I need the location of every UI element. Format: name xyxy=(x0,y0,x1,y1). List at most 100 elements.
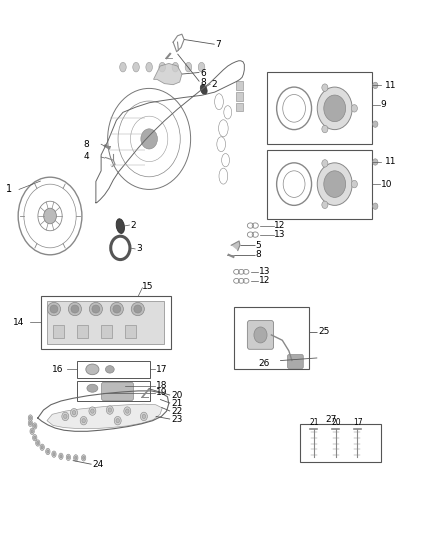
Circle shape xyxy=(322,125,328,133)
Ellipse shape xyxy=(53,453,55,456)
Text: 20: 20 xyxy=(171,391,182,400)
Circle shape xyxy=(373,82,378,88)
Text: 25: 25 xyxy=(318,327,329,336)
Ellipse shape xyxy=(34,436,36,439)
Circle shape xyxy=(322,84,328,91)
Circle shape xyxy=(89,407,96,415)
Circle shape xyxy=(351,180,357,188)
Ellipse shape xyxy=(185,62,192,72)
Polygon shape xyxy=(231,241,240,251)
Bar xyxy=(125,325,136,338)
Ellipse shape xyxy=(198,62,205,72)
Ellipse shape xyxy=(131,302,145,316)
Ellipse shape xyxy=(66,454,71,461)
Bar xyxy=(77,361,150,378)
Ellipse shape xyxy=(30,428,34,434)
Text: 8: 8 xyxy=(256,251,261,260)
Text: 13: 13 xyxy=(275,230,286,239)
Ellipse shape xyxy=(67,456,70,459)
Ellipse shape xyxy=(40,444,44,450)
Bar xyxy=(300,424,381,462)
Text: 22: 22 xyxy=(171,407,182,416)
Text: 26: 26 xyxy=(258,359,270,368)
Ellipse shape xyxy=(120,62,126,72)
Text: 10: 10 xyxy=(381,180,392,189)
Circle shape xyxy=(322,160,328,167)
Ellipse shape xyxy=(82,456,85,459)
Circle shape xyxy=(126,409,129,413)
Ellipse shape xyxy=(92,305,100,313)
Ellipse shape xyxy=(146,62,152,72)
Ellipse shape xyxy=(106,366,114,373)
Ellipse shape xyxy=(86,364,99,375)
Ellipse shape xyxy=(159,62,166,72)
Circle shape xyxy=(82,418,85,423)
FancyBboxPatch shape xyxy=(102,382,134,400)
Text: 12: 12 xyxy=(275,221,286,230)
Circle shape xyxy=(62,412,69,421)
Ellipse shape xyxy=(28,415,32,421)
Circle shape xyxy=(71,408,78,417)
Ellipse shape xyxy=(34,424,36,427)
Ellipse shape xyxy=(28,420,32,426)
Ellipse shape xyxy=(46,448,50,455)
Text: 13: 13 xyxy=(259,268,271,276)
Text: 3: 3 xyxy=(136,245,142,254)
Ellipse shape xyxy=(68,302,81,316)
Text: 14: 14 xyxy=(13,318,25,327)
Bar xyxy=(47,301,164,344)
Text: 4: 4 xyxy=(84,152,89,161)
Text: 17: 17 xyxy=(353,418,363,427)
Text: 17: 17 xyxy=(155,365,167,374)
Ellipse shape xyxy=(31,430,33,433)
Circle shape xyxy=(141,412,148,421)
Circle shape xyxy=(72,410,76,415)
Ellipse shape xyxy=(37,441,39,445)
Ellipse shape xyxy=(29,422,32,425)
Text: 7: 7 xyxy=(215,40,221,49)
Bar xyxy=(267,72,372,144)
Text: 2: 2 xyxy=(131,221,136,230)
Text: 21: 21 xyxy=(309,418,319,427)
Ellipse shape xyxy=(71,305,79,313)
Circle shape xyxy=(317,87,352,130)
Ellipse shape xyxy=(134,305,142,313)
Circle shape xyxy=(324,171,346,197)
Circle shape xyxy=(317,163,352,205)
Ellipse shape xyxy=(89,302,102,316)
Bar xyxy=(267,150,372,219)
Text: 20: 20 xyxy=(331,418,341,427)
Bar xyxy=(77,325,88,338)
Circle shape xyxy=(141,129,157,149)
Circle shape xyxy=(114,416,121,425)
Ellipse shape xyxy=(116,219,124,233)
Bar xyxy=(236,103,244,111)
Ellipse shape xyxy=(60,455,62,458)
Text: 16: 16 xyxy=(52,365,63,374)
Bar xyxy=(41,296,171,349)
Text: 11: 11 xyxy=(385,157,396,166)
Text: 18: 18 xyxy=(155,381,167,390)
Bar xyxy=(236,92,244,101)
Ellipse shape xyxy=(50,305,58,313)
Text: 15: 15 xyxy=(142,281,154,290)
Text: 6: 6 xyxy=(200,69,206,78)
Circle shape xyxy=(80,416,87,425)
Circle shape xyxy=(108,408,112,412)
Circle shape xyxy=(116,418,120,423)
Text: 2: 2 xyxy=(211,79,217,88)
Circle shape xyxy=(373,203,378,209)
Circle shape xyxy=(254,327,267,343)
FancyBboxPatch shape xyxy=(288,354,303,368)
Circle shape xyxy=(124,407,131,415)
FancyBboxPatch shape xyxy=(247,320,274,349)
Text: 21: 21 xyxy=(171,399,182,408)
Ellipse shape xyxy=(47,450,49,453)
Ellipse shape xyxy=(41,446,43,449)
Ellipse shape xyxy=(74,455,78,461)
Ellipse shape xyxy=(35,440,40,446)
Bar xyxy=(53,325,64,338)
Circle shape xyxy=(64,414,67,418)
Text: 8: 8 xyxy=(84,140,89,149)
Text: 8: 8 xyxy=(200,77,206,86)
